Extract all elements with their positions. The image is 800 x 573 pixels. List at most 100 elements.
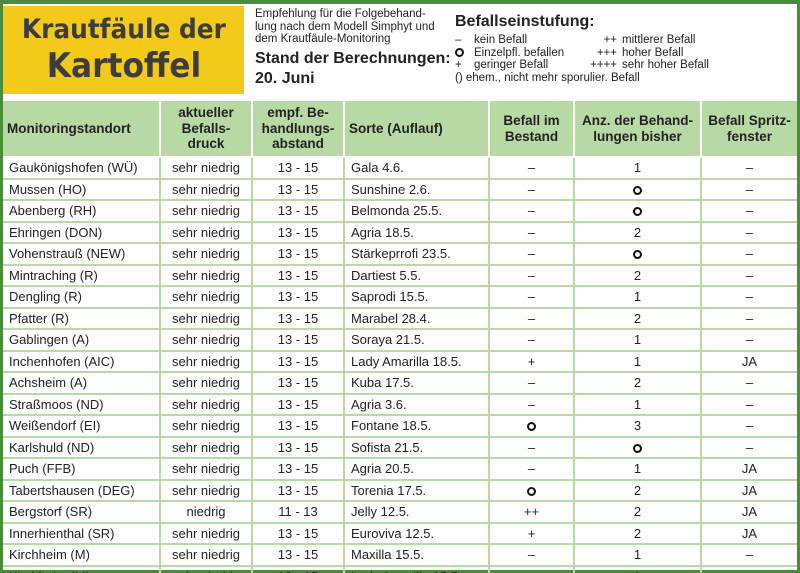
- header-current-pressure: aktueller Befalls-druck: [160, 101, 253, 158]
- cell-pressure: sehr niedrig: [160, 544, 253, 567]
- cell-pressure: sehr niedrig: [160, 436, 253, 459]
- cell-interval: 13 - 15: [252, 157, 345, 180]
- cell-treatments: 2: [574, 501, 702, 524]
- cell-spray-window: JA: [701, 501, 797, 524]
- cell-treatments: 1: [574, 329, 702, 352]
- cell-spray-window: –: [701, 178, 797, 201]
- cell-variety: Sofista 21.5.: [344, 436, 490, 459]
- cell-pressure: sehr niedrig: [160, 307, 253, 330]
- cell-variety: Agria 18.5.: [344, 221, 490, 244]
- cell-location: Kirchheim (M): [3, 565, 161, 573]
- cell-treatments: [574, 178, 702, 201]
- stand-label: Stand der Berechnungen:: [255, 49, 451, 67]
- cell-spray-window: –: [701, 393, 797, 416]
- cell-variety: Marabel 28.4.: [344, 307, 490, 330]
- table-row: Dengling (R) sehr niedrig 13 - 15 Saprodi 1…: [3, 286, 797, 309]
- recommendation-block: Empfehlung für die Folgebehand- lung nac…: [255, 8, 455, 86]
- header-infestation: Befall im Bestand: [489, 101, 575, 158]
- cell-location: Weißendorf (EI): [3, 415, 161, 438]
- cell-pressure: sehr niedrig: [160, 178, 253, 201]
- cell-treatments: 3: [574, 415, 702, 438]
- circle-icon: [455, 47, 464, 57]
- cell-treatments: 1: [574, 458, 702, 481]
- title-line-2: Kartoffel: [46, 46, 201, 86]
- cell-pressure: sehr niedrig: [160, 458, 253, 481]
- cell-variety: Lady Amarilla 18.5.: [344, 350, 490, 373]
- cell-variety: Agria 20.5.: [344, 458, 490, 481]
- table-row: Abenberg (RH) sehr niedrig 13 - 15 Belmonda…: [3, 200, 797, 223]
- cell-infestation: +: [489, 350, 575, 373]
- legend-symbol: ++: [603, 34, 617, 46]
- cell-pressure: sehr niedrig: [160, 522, 253, 545]
- cell-spray-window: –: [701, 544, 797, 567]
- cell-pressure: sehr niedrig: [160, 221, 253, 244]
- cell-spray-window: –: [701, 329, 797, 352]
- legend-item: ++ mittlerer Befall: [587, 34, 787, 47]
- cell-treatments: 2: [574, 221, 702, 244]
- legend-item: – kein Befall: [455, 34, 587, 47]
- cell-variety: Belmonda 25.5.: [344, 200, 490, 223]
- cell-interval: 13 - 15: [252, 565, 345, 573]
- cell-interval: 13 - 15: [252, 522, 345, 545]
- cell-treatments: 1: [574, 157, 702, 180]
- cell-infestation: –: [489, 243, 575, 266]
- cell-variety: Stärkeprrofi 23.5.: [344, 243, 490, 266]
- circle-icon: [633, 185, 642, 195]
- cell-infestation: –: [489, 307, 575, 330]
- cell-spray-window: –: [701, 157, 797, 180]
- cell-spray-window: –: [701, 307, 797, 330]
- header-variety: Sorte (Auflauf): [344, 101, 490, 158]
- circle-icon: [527, 486, 536, 496]
- cell-infestation: –: [489, 436, 575, 459]
- cell-pressure: sehr niedrig: [160, 243, 253, 266]
- cell-spray-window: JA: [701, 350, 797, 373]
- cell-spray-window: JA: [701, 458, 797, 481]
- table-row: Achsheim (A) sehr niedrig 13 - 15 Kuba 17.5…: [3, 372, 797, 395]
- cell-interval: 13 - 15: [252, 243, 345, 266]
- cell-pressure: sehr niedrig: [160, 415, 253, 438]
- cell-infestation: –: [489, 393, 575, 416]
- cell-treatments: 1: [574, 565, 702, 573]
- cell-location: Vohenstrauß (NEW): [3, 243, 161, 266]
- cell-infestation: –: [489, 264, 575, 287]
- table-row: Mussen (HO) sehr niedrig 13 - 15 Sunshine 2…: [3, 178, 797, 201]
- cell-spray-window: –: [701, 264, 797, 287]
- cell-treatments: [574, 436, 702, 459]
- cell-location: Gaukönigshofen (WÜ): [3, 157, 161, 180]
- cell-location: Inchenhofen (AIC): [3, 350, 161, 373]
- cell-spray-window: –: [701, 415, 797, 438]
- cell-spray-window: JA: [701, 522, 797, 545]
- cell-variety: Saprodi 15.5.: [344, 286, 490, 309]
- cell-pressure: niedrig: [160, 501, 253, 524]
- legend-label: Einzelpfl. befallen: [474, 46, 565, 59]
- cell-pressure: sehr niedrig: [160, 350, 253, 373]
- cell-interval: 13 - 15: [252, 307, 345, 330]
- cell-infestation: –: [489, 544, 575, 567]
- cell-infestation: –: [489, 458, 575, 481]
- legend-symbol: +: [455, 59, 462, 71]
- header-treatment-interval: empf. Be-handlungs-abstand: [252, 101, 345, 158]
- cell-variety: Maxilla 15.5.: [344, 544, 490, 567]
- cell-variety: Soraya 21.5.: [344, 329, 490, 352]
- legend-label: sehr hoher Befall: [622, 59, 709, 71]
- legend-label: kein Befall: [474, 34, 528, 46]
- cell-spray-window: –: [701, 243, 797, 266]
- circle-icon: [633, 443, 642, 453]
- legend-item: + geringer Befall: [455, 59, 587, 72]
- cell-treatments: 2: [574, 264, 702, 287]
- cell-spray-window: –: [701, 286, 797, 309]
- cell-pressure: sehr niedrig: [160, 157, 253, 180]
- table-row: Karlshuld (ND) sehr niedrig 13 - 15 Sofista…: [3, 436, 797, 459]
- cell-interval: 13 - 15: [252, 479, 345, 502]
- monitoring-table: Monitoringstandort aktueller Befalls-dru…: [3, 101, 797, 573]
- cell-interval: 13 - 15: [252, 286, 345, 309]
- cell-infestation: –: [489, 372, 575, 395]
- cell-infestation: –: [489, 157, 575, 180]
- cell-treatments: 2: [574, 522, 702, 545]
- header-treatment-count: Anz. der Behand-lungen bisher: [574, 101, 702, 158]
- cell-treatments: 2: [574, 372, 702, 395]
- cell-location: Karlshuld (ND): [3, 436, 161, 459]
- table-row: Mintraching (R) sehr niedrig 13 - 15 Dartie…: [3, 264, 797, 287]
- cell-pressure: sehr niedrig: [160, 264, 253, 287]
- cell-interval: 13 - 15: [252, 329, 345, 352]
